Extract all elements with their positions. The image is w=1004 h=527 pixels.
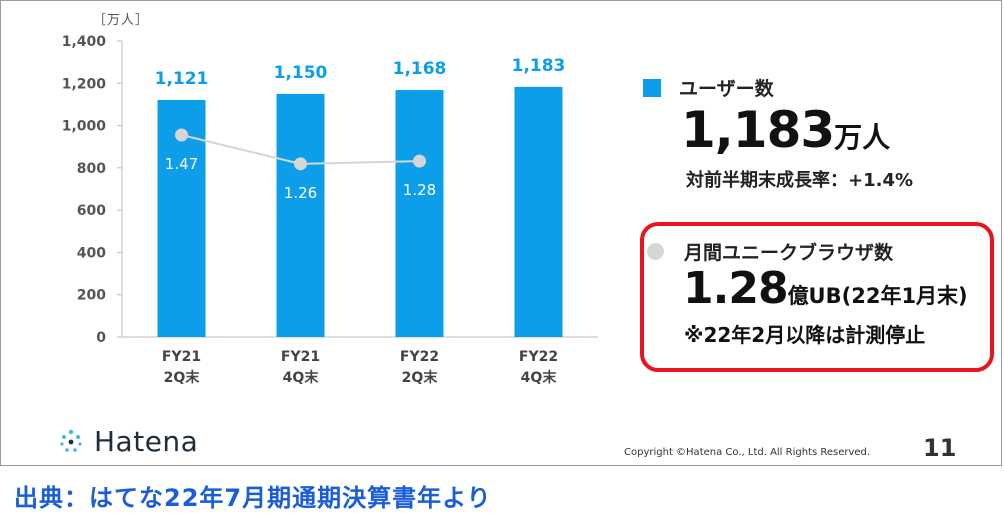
y-tick-label: 600 [77,203,106,219]
hatena-logo-icon [60,429,82,452]
hatena-logo: Hatena [58,425,198,458]
bar [395,90,444,338]
y-tick-label: 1,000 [62,119,107,135]
bar-value-label: 1,121 [155,69,209,89]
ub-point [175,128,188,142]
ub-highlight-box [640,222,994,372]
y-tick-label: 800 [77,161,106,177]
x-category-label: FY21 [281,349,320,365]
ub-legend: 月間ユニークブラウザ数 [647,238,893,265]
y-tick-label: 1,200 [62,76,107,92]
x-category-sublabel: 2Q末 [402,369,439,386]
bar-value-label: 1,183 [512,56,566,76]
ub-value: 1.28億UB(22年1月末) [683,263,968,314]
source-caption: 出典：はてな22年7月期通期決算書年より [14,484,492,512]
users-value: 1,183万人 [681,101,890,159]
y-tick-label: 1,400 [62,34,107,50]
x-category-sublabel: 4Q末 [521,369,558,386]
ub-point [413,154,426,168]
ub-value-label: 1.28 [403,181,436,199]
ub-note: ※22年2月以降は計測停止 [684,323,926,347]
bar [276,93,325,337]
slide: 0 200 400 600 800 1,000 1,200 1,400 1,121 1,150 1,… [0,0,1002,466]
x-category-label: FY22 [400,349,439,365]
y-tick-label: 400 [77,245,106,261]
y-axis-unit: ［万人］ [93,13,150,28]
x-category-sublabel: 2Q末 [164,369,201,386]
user-chart: 0 200 400 600 800 1,000 1,200 1,400 1,121 1,150 1,… [62,34,598,386]
users-legend-label: ユーザー数 [679,78,774,100]
users-value-number: 1,183 [681,101,835,159]
users-growth: 対前半期末成長率：+1.4% [686,170,914,191]
x-category-label: FY21 [162,349,201,365]
ub-value-suffix: 億UB(22年1月末) [787,284,968,308]
users-legend: ユーザー数 [643,74,774,101]
bar [514,86,563,337]
ub-value-number: 1.28 [683,263,789,314]
x-category-label: FY22 [519,349,558,365]
ub-value-label: 1.47 [165,155,198,173]
ub-legend-label: 月間ユニークブラウザ数 [684,242,894,264]
ub-point [294,157,307,171]
page-number: 11 [923,434,957,462]
line-legend-dot [647,243,664,260]
bar-value-label: 1,168 [393,59,447,79]
hatena-logo-text: Hatena [94,425,199,458]
y-tick-label: 0 [96,330,106,346]
bar-value-label: 1,150 [274,63,328,83]
y-tick-label: 200 [77,288,106,304]
x-category-sublabel: 4Q末 [283,369,320,386]
ub-value-label: 1.26 [284,184,317,202]
users-value-unit: 万人 [834,121,891,154]
bar-legend-swatch [643,78,661,97]
copyright: Copyright ©Hatena Co., Ltd. All Rights R… [624,447,871,458]
